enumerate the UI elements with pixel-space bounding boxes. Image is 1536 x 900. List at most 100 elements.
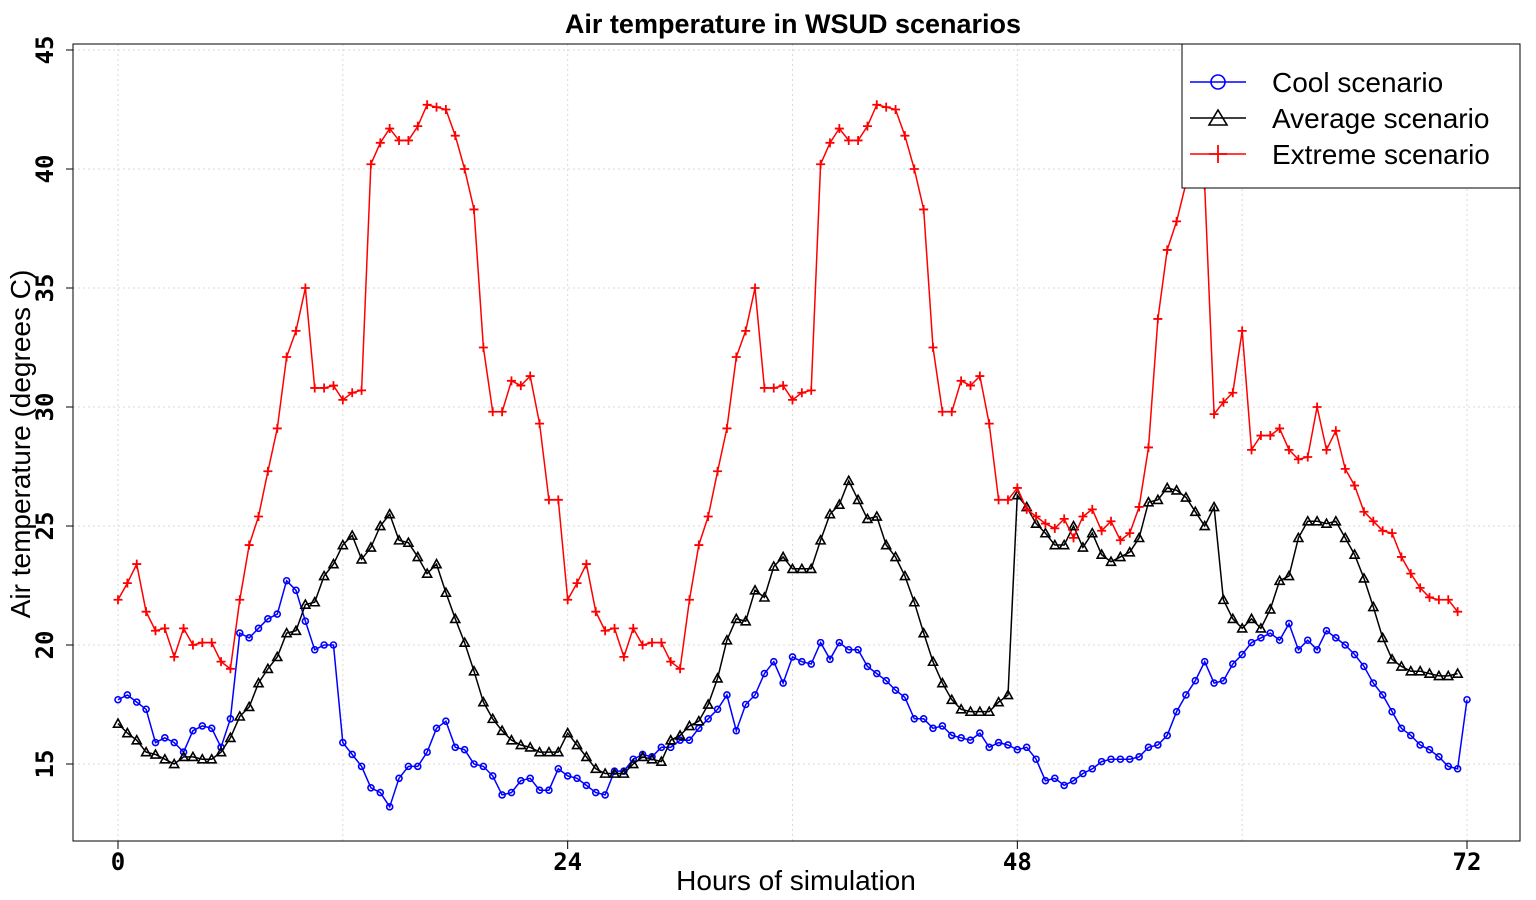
data-point [1189, 505, 1202, 517]
data-point [992, 695, 1005, 707]
data-point [225, 664, 235, 674]
series-line [117, 478, 1458, 775]
data-point [535, 786, 544, 794]
data-point [497, 407, 507, 417]
data-point [917, 626, 930, 638]
data-point [730, 612, 743, 624]
data-point [1067, 519, 1080, 531]
data-point [1433, 669, 1445, 681]
data-point [1097, 526, 1107, 536]
data-point [404, 762, 413, 771]
data-point [1303, 636, 1312, 645]
data-point [1228, 388, 1238, 398]
data-point [1077, 541, 1089, 552]
data-point [385, 124, 395, 134]
data-point [514, 738, 527, 750]
data-point [1012, 483, 1022, 493]
data-point [929, 724, 937, 733]
data-point [1191, 676, 1200, 685]
data-point [1406, 731, 1415, 740]
data-point [244, 540, 254, 550]
data-point [975, 371, 985, 381]
legend-label: Cool scenario [1272, 67, 1443, 98]
data-point [320, 641, 328, 649]
data-point [122, 578, 132, 588]
data-point [1264, 603, 1277, 614]
data-point [188, 640, 198, 650]
data-point [526, 774, 534, 783]
data-point [1059, 514, 1069, 524]
data-point [486, 712, 499, 724]
data-point [891, 686, 900, 695]
data-point [375, 138, 385, 148]
data-point [1031, 511, 1041, 521]
data-point [1060, 781, 1068, 790]
data-point [442, 717, 450, 725]
data-point [955, 703, 967, 714]
data-point [423, 748, 431, 756]
data-point [777, 550, 789, 562]
data-point [610, 623, 620, 633]
y-tick-label: 35 [31, 274, 59, 303]
data-point [1284, 445, 1294, 455]
x-axis-label: Hours of simulation [676, 865, 916, 896]
data-point [741, 326, 751, 336]
data-point [1396, 552, 1406, 562]
data-point [889, 550, 902, 562]
data-point [966, 736, 975, 745]
data-point [703, 511, 713, 521]
data-point [1182, 691, 1190, 699]
data-point [430, 557, 443, 569]
data-point [1032, 755, 1040, 764]
data-point [814, 534, 827, 545]
data-point [927, 655, 939, 667]
data-point [1293, 454, 1303, 464]
data-point [723, 691, 731, 699]
data-point [460, 745, 469, 754]
data-point [760, 669, 769, 678]
data-point [721, 634, 733, 645]
data-point [132, 698, 141, 706]
data-point [1368, 516, 1378, 526]
data-point [824, 507, 836, 519]
data-point [366, 159, 376, 169]
data-point [300, 283, 310, 293]
data-point [411, 550, 424, 562]
data-point [440, 586, 452, 598]
data-point [674, 729, 686, 740]
data-point [1435, 753, 1443, 761]
data-point [852, 493, 864, 505]
data-point [235, 629, 244, 637]
data-point [1406, 569, 1416, 579]
data-point [601, 791, 609, 799]
series-line [117, 579, 1468, 809]
data-point [254, 624, 263, 633]
data-point [179, 748, 188, 756]
data-point [413, 762, 422, 771]
data-point [1151, 493, 1164, 505]
data-point [280, 626, 293, 638]
data-point [1069, 533, 1079, 543]
data-point [796, 562, 808, 574]
data-point [702, 698, 715, 709]
data-point [1387, 528, 1397, 538]
data-point [1219, 676, 1228, 685]
data-point [657, 743, 666, 752]
data-point [908, 596, 921, 607]
data-point [1301, 515, 1314, 526]
data-point [553, 495, 563, 505]
data-point [196, 753, 209, 764]
data-point [262, 662, 274, 674]
data-point [161, 734, 169, 742]
data-point [806, 385, 816, 395]
data-point [994, 738, 1003, 747]
data-point [1105, 555, 1117, 567]
data-point [1144, 743, 1153, 752]
data-point [1360, 662, 1368, 671]
data-point [994, 495, 1004, 505]
data-point [207, 724, 216, 733]
data-point [498, 791, 506, 799]
data-point [750, 283, 760, 293]
data-point [1311, 515, 1323, 526]
data-point [552, 745, 565, 757]
